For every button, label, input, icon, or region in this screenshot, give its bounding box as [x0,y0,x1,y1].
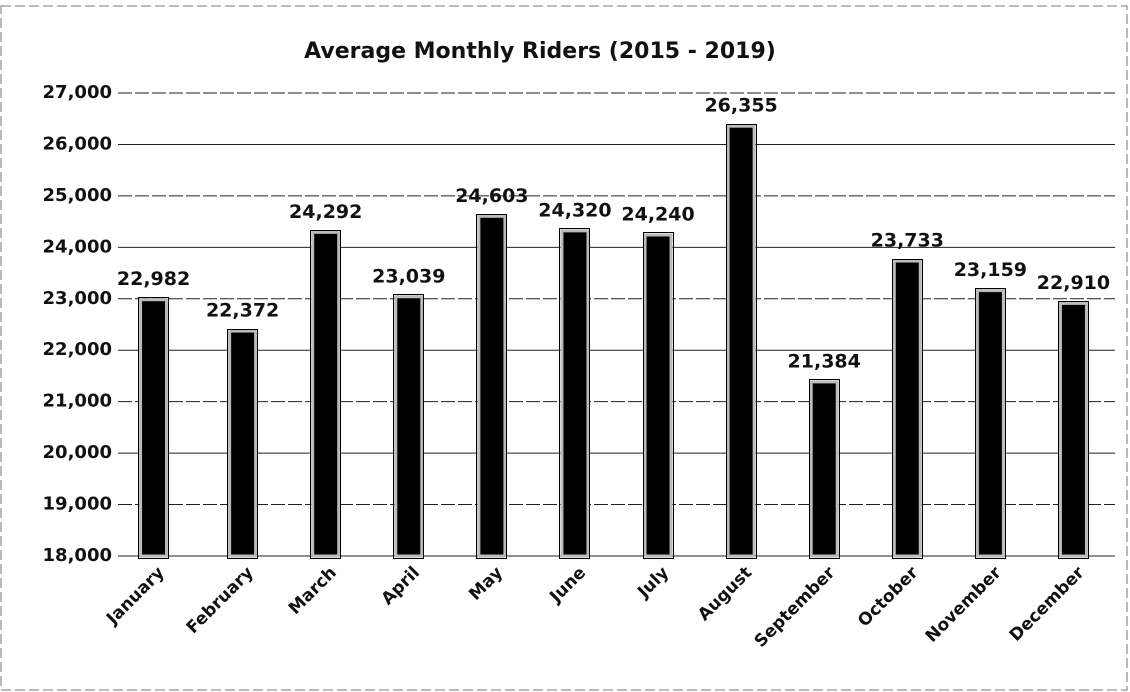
y-tick-label: 19,000 [43,494,112,515]
x-tick-label: July [633,563,673,603]
data-label: 24,603 [455,185,528,207]
data-label: 24,240 [621,203,694,225]
y-tick-label: 24,000 [43,236,112,257]
data-label: 26,355 [704,95,777,117]
x-tick-label: December [1006,562,1089,645]
bar [560,229,590,558]
bar [394,295,424,558]
frame [0,5,1128,691]
y-tick-label: 26,000 [43,133,112,154]
x-tick-label: May [465,563,507,605]
x-tick-label: October [854,562,923,631]
x-tick-label: February [183,563,258,638]
bar [311,230,341,558]
data-label: 21,384 [788,350,861,372]
data-label: 24,320 [538,199,611,221]
y-tick-label: 18,000 [43,545,112,566]
bar [228,329,258,558]
y-tick-label: 20,000 [43,442,112,463]
x-tick-label: June [545,563,590,608]
x-tick-label: January [102,563,168,629]
bar [726,124,756,558]
y-tick-label: 21,000 [43,391,112,412]
data-label: 23,733 [871,230,944,252]
data-label: 23,159 [954,259,1027,281]
data-label: 24,292 [289,201,362,223]
x-tick-label: March [285,563,341,619]
bar [139,298,169,558]
x-tick-label: November [922,563,1006,647]
data-label: 22,910 [1037,272,1110,294]
y-tick-label: 23,000 [43,288,112,309]
data-label: 22,372 [206,300,279,322]
y-tick-label: 22,000 [43,339,112,360]
x-tick-label: April [378,563,424,609]
bar [892,259,922,558]
data-label: 23,039 [372,265,445,287]
bar [1058,301,1088,558]
data-label: 22,982 [117,268,190,290]
bar [477,214,507,558]
bar [643,233,673,558]
y-tick-label: 27,000 [43,82,112,103]
x-tick-label: September [751,563,840,652]
y-tick-label: 25,000 [43,185,112,206]
x-tick-label: August [694,563,756,625]
chart-title: Average Monthly Riders (2015 - 2019) [304,39,776,64]
bar [975,289,1005,558]
bar [809,380,839,558]
